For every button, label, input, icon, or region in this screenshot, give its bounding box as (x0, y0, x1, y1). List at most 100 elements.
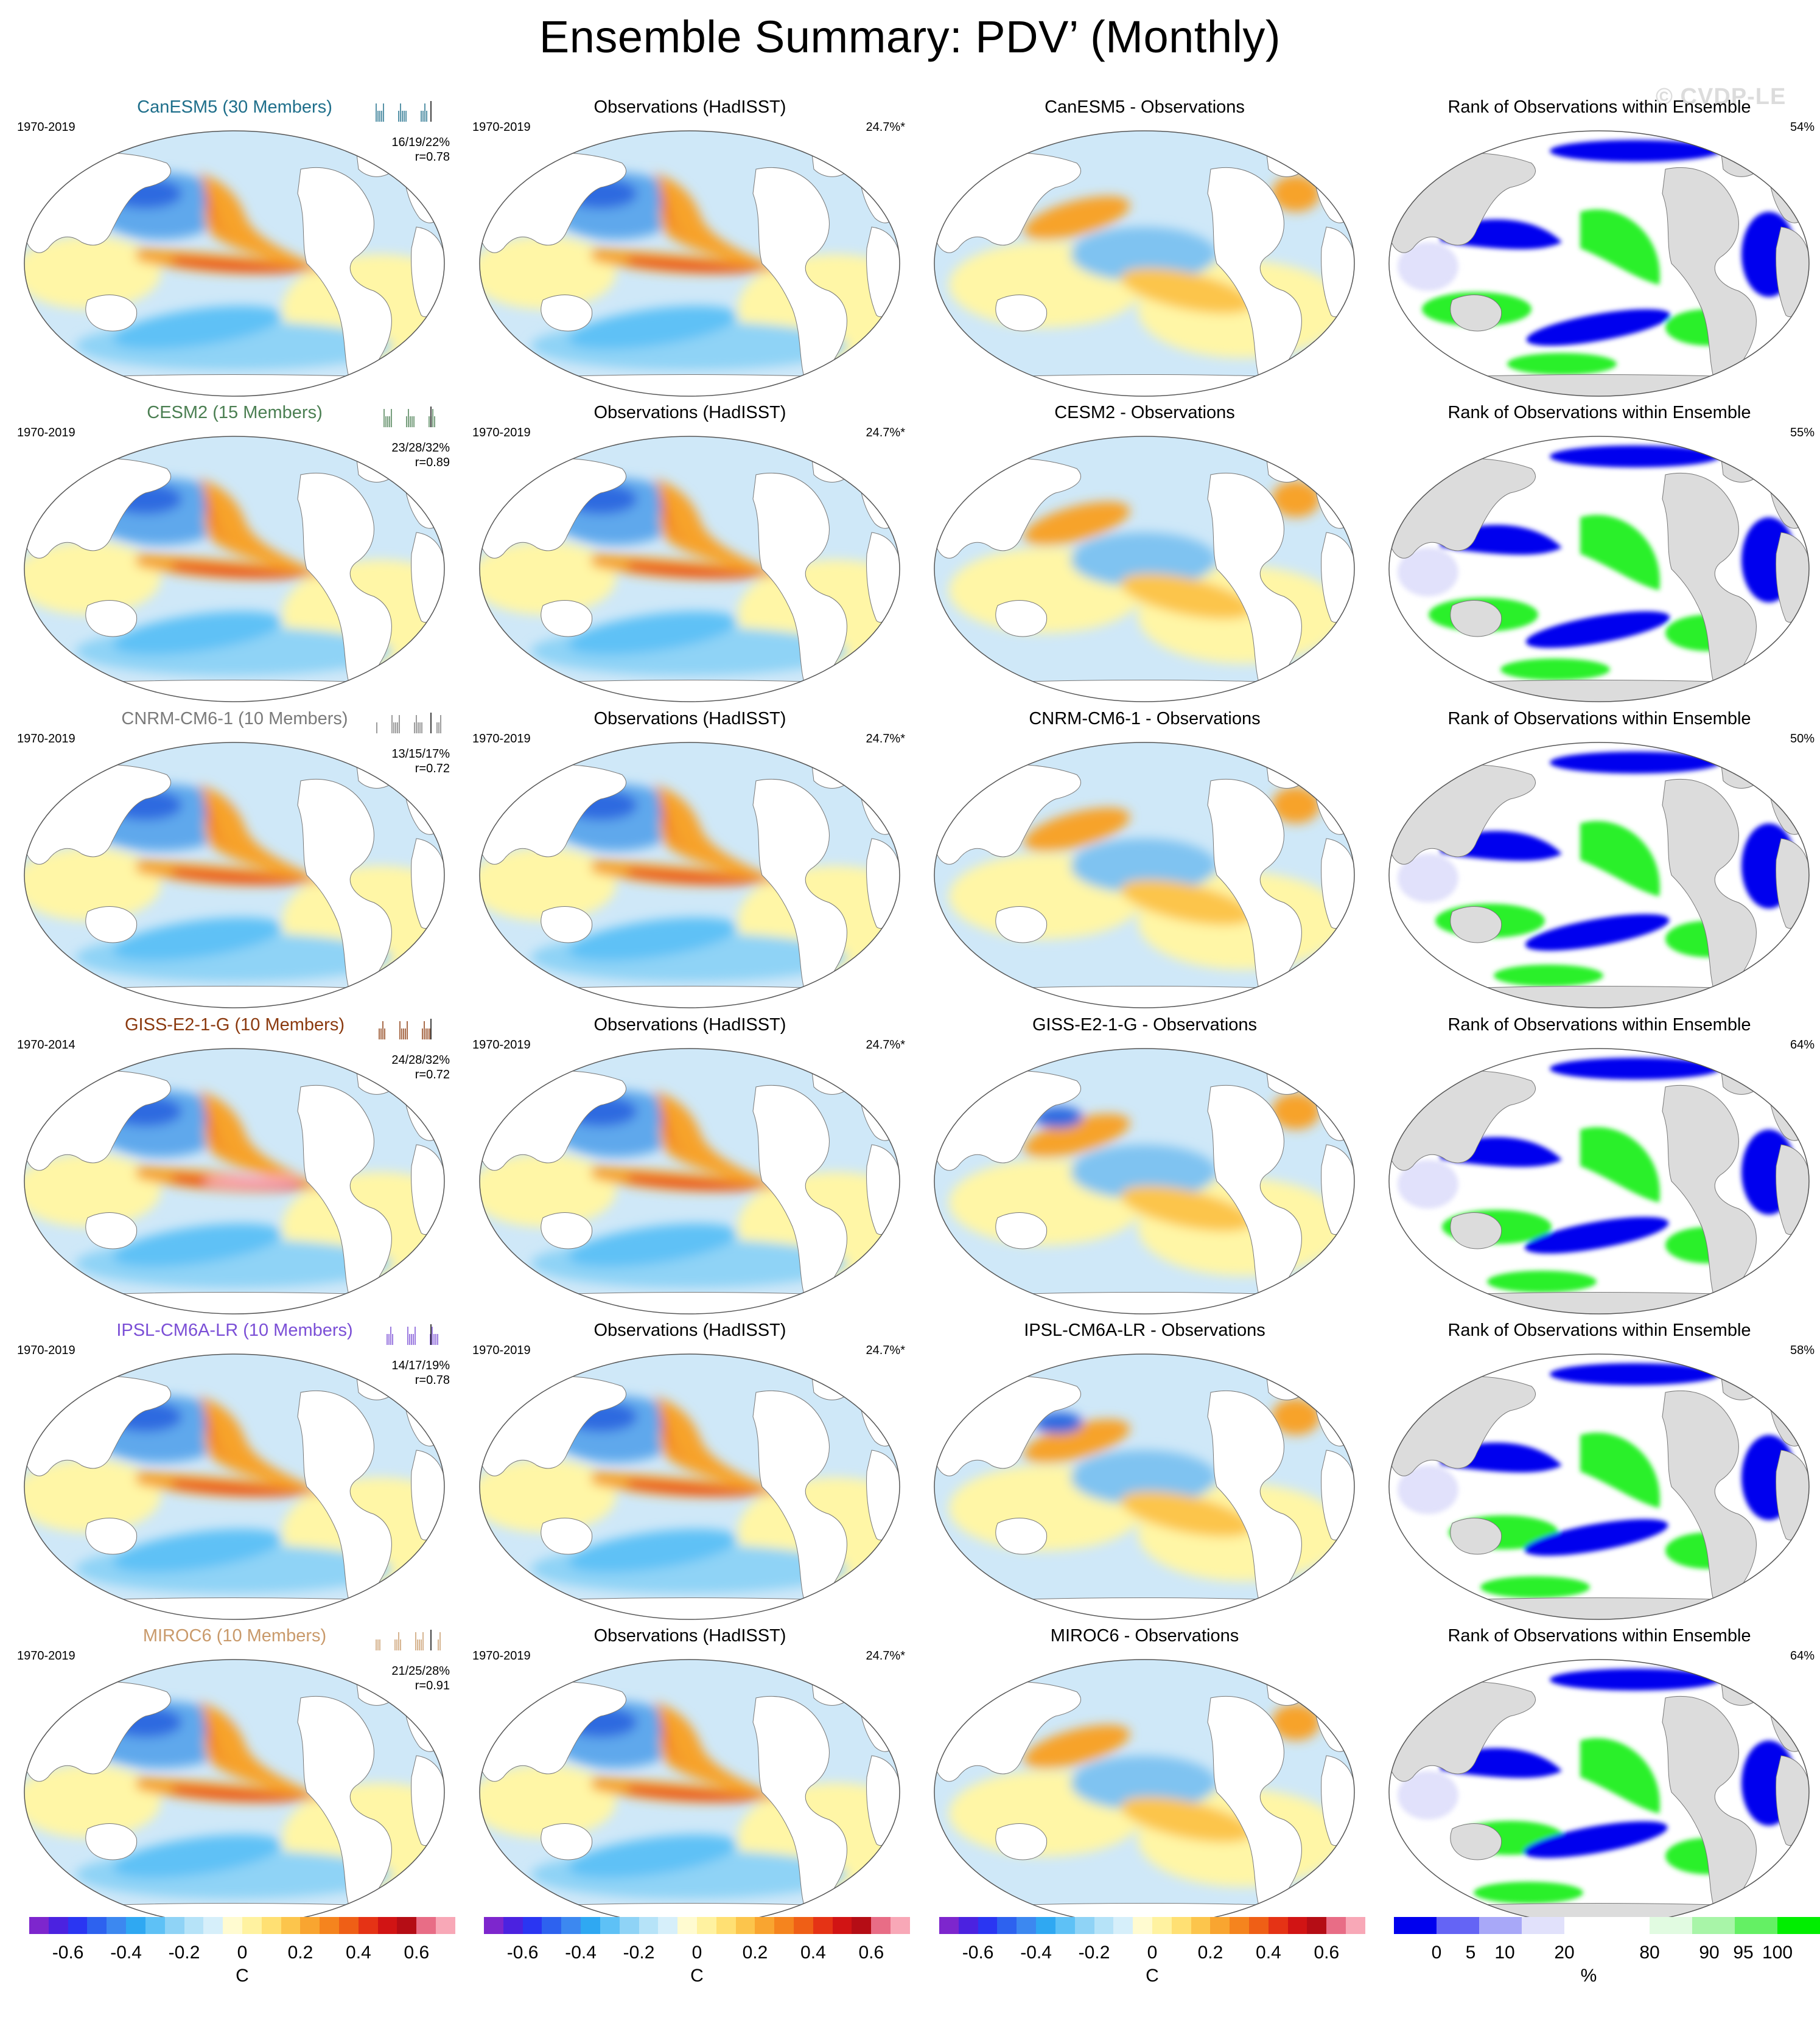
colorbar-swatch (1346, 1917, 1365, 1934)
panel-rank: Rank of Observations within Ensemble 50% (1372, 709, 1820, 1014)
colorbar-swatch (658, 1917, 678, 1934)
colorbar-swatch (1074, 1917, 1094, 1934)
model-title: CanESM5 (30 Members) (137, 97, 332, 117)
colorbar-swatch (832, 1917, 852, 1934)
obs-map (479, 1353, 900, 1620)
colorbar-swatch (794, 1917, 813, 1934)
colorbar-swatch (145, 1917, 165, 1934)
period-label: 1970-2019 (17, 120, 75, 134)
colorbar-swatch (1307, 1917, 1327, 1934)
colorbar-tick: 80 (1639, 1943, 1660, 1963)
colorbar-swatch (1607, 1917, 1650, 1934)
colorbar-tick: 0.4 (346, 1943, 371, 1963)
model-map (24, 436, 445, 702)
diff-title: CNRM-CM6-1 - Observations (1029, 709, 1261, 728)
pattern-correlation: r=0.78 (415, 1374, 450, 1387)
model-title: CESM2 (15 Members) (147, 403, 323, 422)
colorbar-swatch (164, 1917, 184, 1934)
pattern-correlation: r=0.89 (415, 456, 450, 469)
panel-diff: CanESM5 - Observations (917, 97, 1372, 403)
colorbar-tick: 90 (1699, 1943, 1720, 1963)
diff-title: MIROC6 - Observations (1050, 1626, 1239, 1646)
watermark: © CVDP-LE (1656, 84, 1787, 110)
rank-percent: 64% (1790, 1038, 1815, 1052)
obs-percent: 24.7%* (866, 426, 906, 439)
model-stats: 16/19/22% r=0.78 (391, 135, 450, 164)
model-title: CNRM-CM6-1 (10 Members) (121, 709, 348, 728)
diff-map (934, 130, 1355, 397)
obs-title: Observations (HadISST) (593, 1626, 786, 1646)
panel-obs: Observations (HadISST) 1970-2019 24.7%* (463, 1321, 917, 1626)
colorbar-tick: -0.6 (506, 1943, 539, 1963)
colorbar-swatch (997, 1917, 1017, 1934)
ensemble-barcode (376, 713, 441, 733)
colorbar-tick: -0.2 (623, 1943, 655, 1963)
colorbar-swatch (1692, 1917, 1735, 1934)
colorbar-swatch (1191, 1917, 1211, 1934)
colorbar-swatch (774, 1917, 794, 1934)
colorbar-swatch (126, 1917, 145, 1934)
colorbar-swatch (1650, 1917, 1692, 1934)
panel-diff: CNRM-CM6-1 - Observations (917, 709, 1372, 1014)
colorbar-tick: 0.2 (742, 1943, 768, 1963)
colorbar-swatch (1133, 1917, 1152, 1934)
colorbar-tick: 10 (1494, 1943, 1515, 1963)
colorbar-swatch (29, 1917, 49, 1934)
colorbar-swatch (339, 1917, 359, 1934)
ensemble-barcode (383, 407, 435, 427)
colorbar-swatch (1437, 1917, 1479, 1934)
colorbar-tick: 0 (691, 1943, 702, 1963)
obs-percent: 24.7%* (866, 1038, 906, 1052)
panel-obs: Observations (HadISST) 1970-2019 24.7%* (463, 1015, 917, 1321)
colorbar-swatch (696, 1917, 716, 1934)
obs-title: Observations (HadISST) (593, 1321, 786, 1340)
colorbar-swatch (261, 1917, 281, 1934)
obs-map (479, 1048, 900, 1314)
colorbar-swatch (1479, 1917, 1522, 1934)
colorbar-tick: 0 (237, 1943, 248, 1963)
obs-percent: 24.7%* (866, 120, 906, 134)
obs-percent: 24.7%* (866, 732, 906, 745)
ensemble-barcode (379, 1019, 432, 1039)
variance-range: 13/15/17% (391, 747, 450, 761)
colorbar-tick: -0.6 (52, 1943, 84, 1963)
rank-map (1388, 1048, 1810, 1314)
colorbar-swatch (242, 1917, 262, 1934)
ensemble-barcode (376, 101, 432, 122)
variance-range: 16/19/22% (391, 136, 450, 149)
panel-diff: IPSL-CM6A-LR - Observations (917, 1321, 1372, 1626)
colorbar-swatch (397, 1917, 417, 1934)
colorbar-swatch (184, 1917, 204, 1934)
colorbar-swatch (1230, 1917, 1249, 1934)
colorbar-swatch (1055, 1917, 1075, 1934)
colorbar-swatch (107, 1917, 127, 1934)
colorbar-observations: -0.6 -0.4 -0.2 0 0.2 0.4 0.6 C (484, 1917, 910, 1990)
obs-title: Observations (HadISST) (593, 1015, 786, 1035)
colorbar-swatch (1326, 1917, 1346, 1934)
colorbar-swatch (522, 1917, 542, 1934)
colorbar-swatch (416, 1917, 436, 1934)
rank-title: Rank of Observations within Ensemble (1447, 403, 1751, 422)
colorbar-swatch (300, 1917, 320, 1934)
colorbar-swatch (203, 1917, 223, 1934)
colorbar-tick: -0.6 (962, 1943, 994, 1963)
colorbar-swatch (358, 1917, 378, 1934)
colorbar-swatch (320, 1917, 339, 1934)
colorbar-tick: 100 (1762, 1943, 1793, 1963)
rank-title: Rank of Observations within Ensemble (1447, 1626, 1751, 1646)
rank-map (1388, 1353, 1810, 1620)
rank-title: Rank of Observations within Ensemble (1447, 1015, 1751, 1035)
period-label: 1970-2019 (472, 732, 531, 745)
colorbar-swatch (1249, 1917, 1269, 1934)
period-label: 1970-2019 (17, 1649, 75, 1663)
model-stats: 14/17/19% r=0.78 (391, 1358, 450, 1388)
colorbar-swatch (619, 1917, 639, 1934)
obs-title: Observations (HadISST) (593, 97, 786, 117)
colorbar-tick: -0.4 (565, 1943, 597, 1963)
diff-map (934, 436, 1355, 702)
colorbar-tick: 0.6 (858, 1943, 884, 1963)
colorbar-swatch (891, 1917, 910, 1934)
colorbar-unit: C (236, 1966, 249, 1986)
panel-rank: Rank of Observations within Ensemble 58% (1372, 1321, 1820, 1626)
colorbar-swatches (939, 1917, 1365, 1934)
